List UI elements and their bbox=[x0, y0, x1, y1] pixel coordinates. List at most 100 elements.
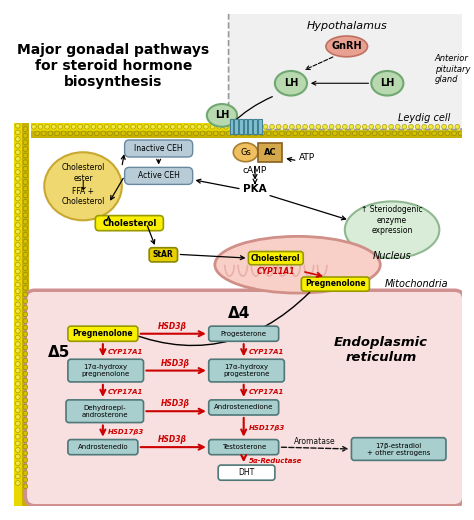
Ellipse shape bbox=[16, 289, 20, 294]
Ellipse shape bbox=[23, 385, 28, 389]
Text: Gs: Gs bbox=[240, 148, 251, 157]
Ellipse shape bbox=[23, 226, 28, 231]
Ellipse shape bbox=[227, 131, 231, 136]
Ellipse shape bbox=[23, 252, 28, 257]
Ellipse shape bbox=[270, 124, 274, 129]
Ellipse shape bbox=[230, 124, 235, 129]
Ellipse shape bbox=[23, 398, 28, 402]
Ellipse shape bbox=[55, 131, 59, 136]
Ellipse shape bbox=[23, 332, 28, 336]
Ellipse shape bbox=[356, 124, 360, 129]
Text: Mitochondria: Mitochondria bbox=[384, 279, 448, 289]
FancyBboxPatch shape bbox=[125, 140, 192, 157]
Ellipse shape bbox=[290, 124, 294, 129]
Text: LH: LH bbox=[380, 79, 394, 88]
Ellipse shape bbox=[16, 434, 20, 439]
Text: StAR: StAR bbox=[153, 250, 174, 259]
Ellipse shape bbox=[23, 431, 28, 436]
Ellipse shape bbox=[16, 150, 20, 154]
Text: Androstenedione: Androstenedione bbox=[214, 405, 273, 410]
Ellipse shape bbox=[16, 342, 20, 346]
Bar bbox=[244, 119, 247, 134]
Ellipse shape bbox=[114, 131, 119, 136]
Ellipse shape bbox=[94, 131, 99, 136]
Ellipse shape bbox=[16, 474, 20, 479]
Ellipse shape bbox=[23, 444, 28, 449]
Ellipse shape bbox=[362, 124, 367, 129]
Text: Progesterone: Progesterone bbox=[221, 331, 267, 337]
Ellipse shape bbox=[210, 124, 215, 129]
Ellipse shape bbox=[438, 131, 443, 136]
Ellipse shape bbox=[389, 124, 393, 129]
Ellipse shape bbox=[16, 236, 20, 241]
Bar bbox=[229, 119, 233, 134]
Ellipse shape bbox=[23, 365, 28, 370]
Ellipse shape bbox=[266, 131, 271, 136]
Ellipse shape bbox=[23, 405, 28, 409]
Ellipse shape bbox=[246, 131, 251, 136]
Ellipse shape bbox=[16, 269, 20, 274]
Ellipse shape bbox=[16, 282, 20, 287]
Ellipse shape bbox=[131, 124, 136, 129]
Text: Hypothalamus: Hypothalamus bbox=[306, 21, 387, 31]
Ellipse shape bbox=[220, 131, 225, 136]
Ellipse shape bbox=[61, 131, 66, 136]
Ellipse shape bbox=[161, 131, 165, 136]
Ellipse shape bbox=[144, 124, 149, 129]
Ellipse shape bbox=[339, 131, 344, 136]
FancyBboxPatch shape bbox=[125, 167, 192, 185]
Ellipse shape bbox=[16, 335, 20, 340]
Ellipse shape bbox=[392, 131, 397, 136]
Ellipse shape bbox=[16, 401, 20, 406]
Text: Pregnenolone: Pregnenolone bbox=[73, 329, 133, 338]
Ellipse shape bbox=[203, 124, 208, 129]
Ellipse shape bbox=[329, 124, 334, 129]
Ellipse shape bbox=[342, 124, 347, 129]
Ellipse shape bbox=[141, 131, 146, 136]
Ellipse shape bbox=[385, 131, 390, 136]
Text: AC: AC bbox=[264, 148, 276, 157]
Ellipse shape bbox=[171, 124, 175, 129]
Ellipse shape bbox=[16, 157, 20, 161]
Text: ↑ Steriodogenic
enzyme
expression: ↑ Steriodogenic enzyme expression bbox=[361, 205, 423, 235]
Ellipse shape bbox=[23, 206, 28, 211]
Ellipse shape bbox=[23, 279, 28, 283]
Ellipse shape bbox=[352, 131, 357, 136]
FancyBboxPatch shape bbox=[26, 290, 464, 506]
Ellipse shape bbox=[16, 210, 20, 214]
Ellipse shape bbox=[371, 71, 403, 96]
Ellipse shape bbox=[23, 299, 28, 304]
Ellipse shape bbox=[108, 131, 112, 136]
Ellipse shape bbox=[215, 237, 380, 293]
FancyBboxPatch shape bbox=[209, 359, 284, 382]
Ellipse shape bbox=[280, 131, 284, 136]
Text: Cholesterol: Cholesterol bbox=[102, 218, 156, 228]
Ellipse shape bbox=[23, 133, 28, 138]
Ellipse shape bbox=[78, 124, 82, 129]
Ellipse shape bbox=[213, 131, 218, 136]
Ellipse shape bbox=[16, 223, 20, 227]
Ellipse shape bbox=[303, 124, 308, 129]
Ellipse shape bbox=[452, 131, 456, 136]
Ellipse shape bbox=[16, 480, 20, 485]
Ellipse shape bbox=[151, 124, 155, 129]
Bar bbox=[14, 123, 22, 506]
Ellipse shape bbox=[300, 131, 304, 136]
Ellipse shape bbox=[23, 392, 28, 396]
Ellipse shape bbox=[445, 131, 450, 136]
Ellipse shape bbox=[23, 186, 28, 191]
Ellipse shape bbox=[23, 464, 28, 469]
Ellipse shape bbox=[23, 219, 28, 224]
Ellipse shape bbox=[181, 131, 185, 136]
Text: Androstenedio: Androstenedio bbox=[78, 444, 128, 450]
Ellipse shape bbox=[16, 190, 20, 194]
Text: Cholesterol: Cholesterol bbox=[251, 254, 301, 263]
Ellipse shape bbox=[345, 201, 439, 258]
Ellipse shape bbox=[23, 232, 28, 237]
Ellipse shape bbox=[200, 131, 205, 136]
Ellipse shape bbox=[256, 124, 261, 129]
Ellipse shape bbox=[16, 454, 20, 459]
Ellipse shape bbox=[23, 153, 28, 158]
Ellipse shape bbox=[405, 131, 410, 136]
Ellipse shape bbox=[16, 216, 20, 221]
